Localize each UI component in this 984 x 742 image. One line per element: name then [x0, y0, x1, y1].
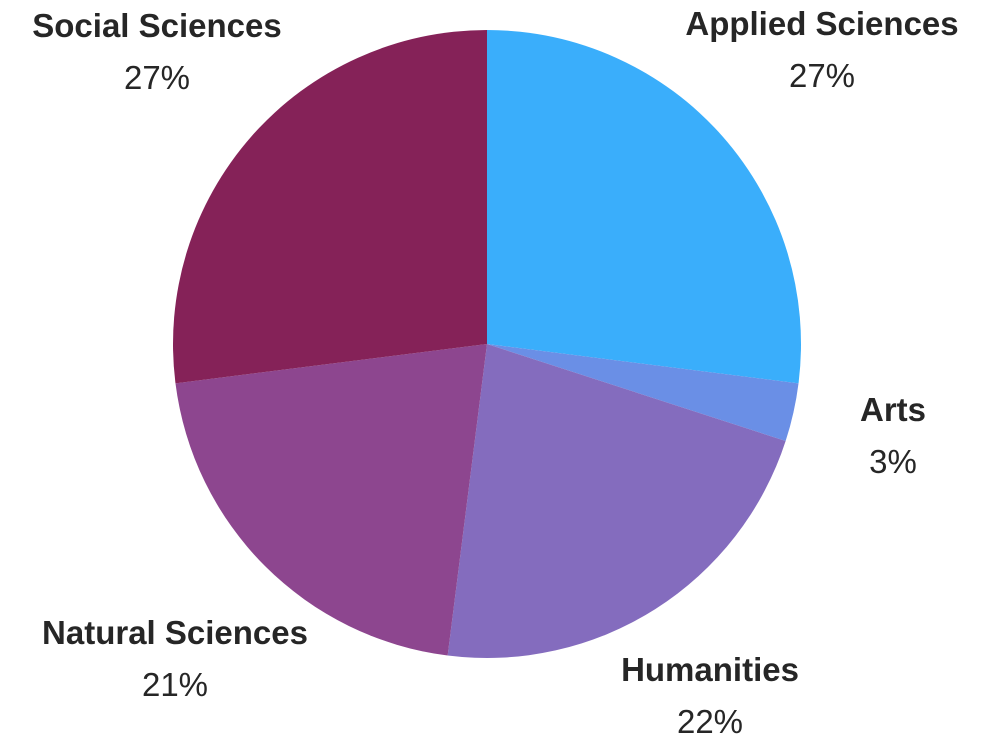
- slice-percent-social-sciences: 27%: [124, 59, 190, 96]
- pie-slice-arts: [487, 344, 799, 442]
- slice-label-arts: Arts: [860, 391, 926, 428]
- pie-slice-applied-sciences: [487, 30, 801, 384]
- pie-slice-natural-sciences: [175, 344, 488, 656]
- slice-label-applied-sciences: Applied Sciences: [685, 5, 958, 42]
- slice-percent-arts: 3%: [869, 443, 917, 480]
- pie-labels: Applied Sciences 27% Arts 3% Humanities …: [32, 5, 958, 740]
- slice-percent-natural-sciences: 21%: [142, 666, 208, 703]
- slice-label-humanities: Humanities: [621, 651, 799, 688]
- pie-slice-humanities: [447, 344, 786, 658]
- slice-percent-applied-sciences: 27%: [789, 57, 855, 94]
- slice-label-social-sciences: Social Sciences: [32, 7, 281, 44]
- slice-percent-humanities: 22%: [677, 703, 743, 740]
- pie-slices: [173, 30, 801, 658]
- pie-slice-social-sciences: [173, 30, 488, 384]
- slice-label-natural-sciences: Natural Sciences: [42, 614, 308, 651]
